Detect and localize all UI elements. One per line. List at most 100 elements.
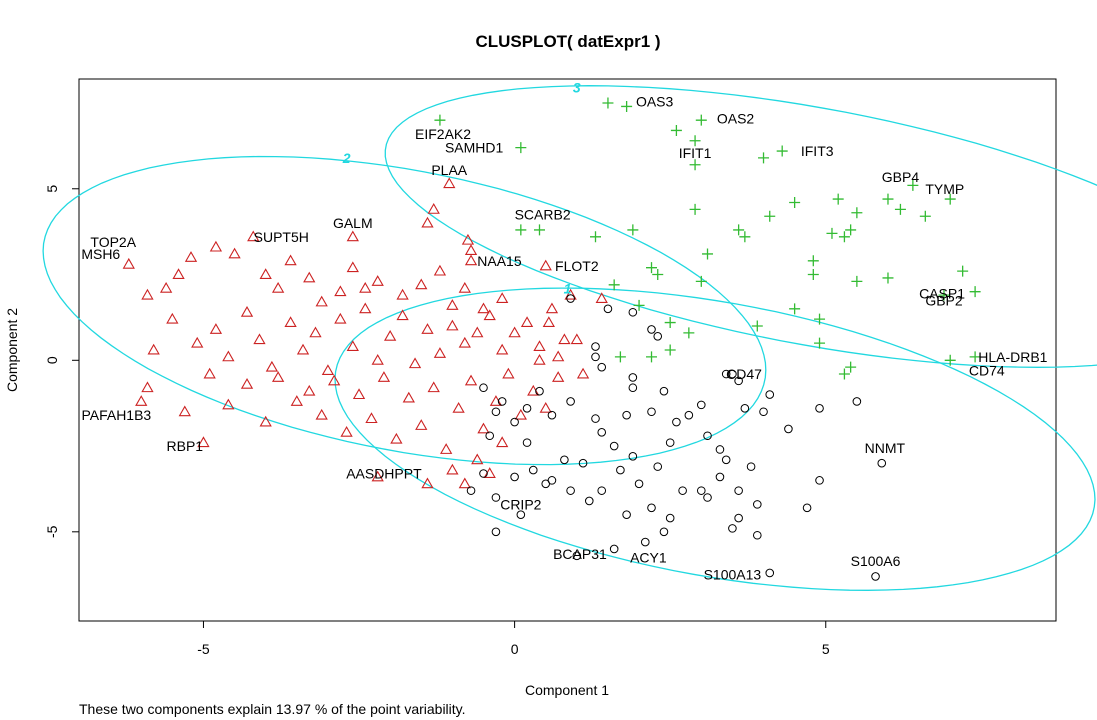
cluster-2-point xyxy=(178,405,191,417)
cluster-3-point xyxy=(608,279,620,291)
cluster-2-label: 2 xyxy=(342,150,351,166)
point-label: PAFAH1B3 xyxy=(81,407,151,423)
cluster-1-point xyxy=(591,342,600,351)
cluster-2-point xyxy=(595,292,608,303)
cluster-1-point xyxy=(740,404,750,413)
cluster-1-point xyxy=(665,438,675,447)
y-axis: -5 0 5 xyxy=(44,185,79,538)
point-label: TYMP xyxy=(925,181,964,197)
chart-title: CLUSPLOT( datExpr1 ) xyxy=(475,32,660,51)
cluster-3-point xyxy=(751,320,763,332)
cluster-3-point xyxy=(832,193,844,205)
cluster-2-point xyxy=(464,244,478,255)
cluster-1-point xyxy=(746,462,756,471)
cluster-2-point xyxy=(122,257,135,269)
cluster-1-point xyxy=(759,407,768,417)
cluster-2-point xyxy=(141,288,154,300)
cluster-3-point xyxy=(907,179,919,191)
cluster-3-point xyxy=(621,100,633,112)
cluster-2-point xyxy=(514,408,527,420)
cluster-labels: 1 2 3 xyxy=(342,80,581,297)
cluster-2-point xyxy=(427,203,440,214)
cluster-3-point xyxy=(814,313,826,325)
cluster-2-point xyxy=(458,281,471,293)
cluster-3-point xyxy=(807,255,819,267)
cluster-1-point xyxy=(684,410,694,420)
cluster-2-point xyxy=(327,374,341,386)
point-label: SAMHD1 xyxy=(445,140,504,156)
cluster-1-point xyxy=(665,513,675,523)
cluster-2-point xyxy=(402,391,415,403)
cluster-1-point xyxy=(640,537,650,547)
cluster-2-point xyxy=(334,312,347,324)
cluster-2-point xyxy=(228,247,241,259)
cluster-2-ellipse xyxy=(42,155,767,466)
cluster-2-point xyxy=(477,422,490,434)
cluster-1-point xyxy=(578,458,588,468)
cluster-3-point xyxy=(814,337,826,349)
cluster-2-point xyxy=(452,402,465,413)
cluster-2-point xyxy=(271,281,285,293)
point-label: GALM xyxy=(333,215,373,231)
plot-frame xyxy=(78,78,1057,622)
cluster-2-point xyxy=(259,415,272,427)
cluster-1-point xyxy=(491,407,501,417)
cluster-3-point xyxy=(826,227,838,239)
cluster-1-point xyxy=(572,551,582,561)
cluster-3-point xyxy=(652,269,664,281)
point-label: IFIT1 xyxy=(679,145,712,161)
cluster-2-point xyxy=(421,323,434,334)
point-label: PLAA xyxy=(431,162,467,178)
point-label: CASP1 xyxy=(919,285,965,301)
cluster-1-point xyxy=(479,383,488,393)
cluster-2-point xyxy=(408,357,422,369)
cluster-1-point xyxy=(877,458,887,468)
cluster-2-point xyxy=(197,436,210,448)
point-label: FLOT2 xyxy=(555,258,599,274)
cluster-2-point xyxy=(539,402,552,413)
cluster-3-ellipse xyxy=(384,85,1097,368)
cluster-2-point xyxy=(346,261,359,273)
cluster-2-point xyxy=(477,302,490,314)
cluster-2-point xyxy=(390,432,403,444)
cluster-3-point xyxy=(944,354,956,366)
cluster-3-point xyxy=(851,207,863,219)
cluster-3-point xyxy=(957,265,969,277)
point-label: OAS2 xyxy=(717,110,755,126)
point-label: S100A13 xyxy=(704,567,762,583)
cluster-2-point xyxy=(471,326,484,338)
cluster-1-point xyxy=(597,428,607,437)
cluster-2-point xyxy=(458,477,471,489)
cluster-3-point xyxy=(695,114,707,126)
cluster-2-point xyxy=(321,364,335,376)
cluster-2-point xyxy=(545,302,559,314)
cluster-2-point xyxy=(346,340,359,352)
cluster-2-point xyxy=(209,323,223,334)
point-label: SCARB2 xyxy=(515,207,571,223)
cluster-2-point xyxy=(315,408,328,420)
cluster-1-point xyxy=(802,503,812,513)
cluster-2-point xyxy=(564,288,577,300)
point-label: AASDHPPT xyxy=(346,465,422,481)
cluster-2-point xyxy=(396,288,409,300)
cluster-3-point xyxy=(758,152,770,164)
cluster-3-point xyxy=(919,210,931,222)
point-label: CD47 xyxy=(726,366,762,382)
cluster-1-point xyxy=(479,469,488,478)
cluster-1-point xyxy=(784,424,793,434)
cluster-2-point xyxy=(496,436,509,448)
cluster-2-point xyxy=(271,371,285,382)
cluster-1-point xyxy=(603,304,613,314)
cluster-1-point xyxy=(609,544,619,554)
cluster-1-point xyxy=(622,410,631,420)
cluster-2-point xyxy=(303,271,316,283)
cluster-2-point xyxy=(496,343,509,355)
cluster-2-point xyxy=(371,275,384,286)
variability-footnote: These two components explain 13.97 % of … xyxy=(79,701,466,717)
cluster-1-point xyxy=(653,462,663,471)
cluster-3-point xyxy=(733,224,745,236)
cluster-2-point xyxy=(240,305,254,317)
cluster-3-point xyxy=(664,344,676,356)
cluster-1-point xyxy=(628,452,638,461)
